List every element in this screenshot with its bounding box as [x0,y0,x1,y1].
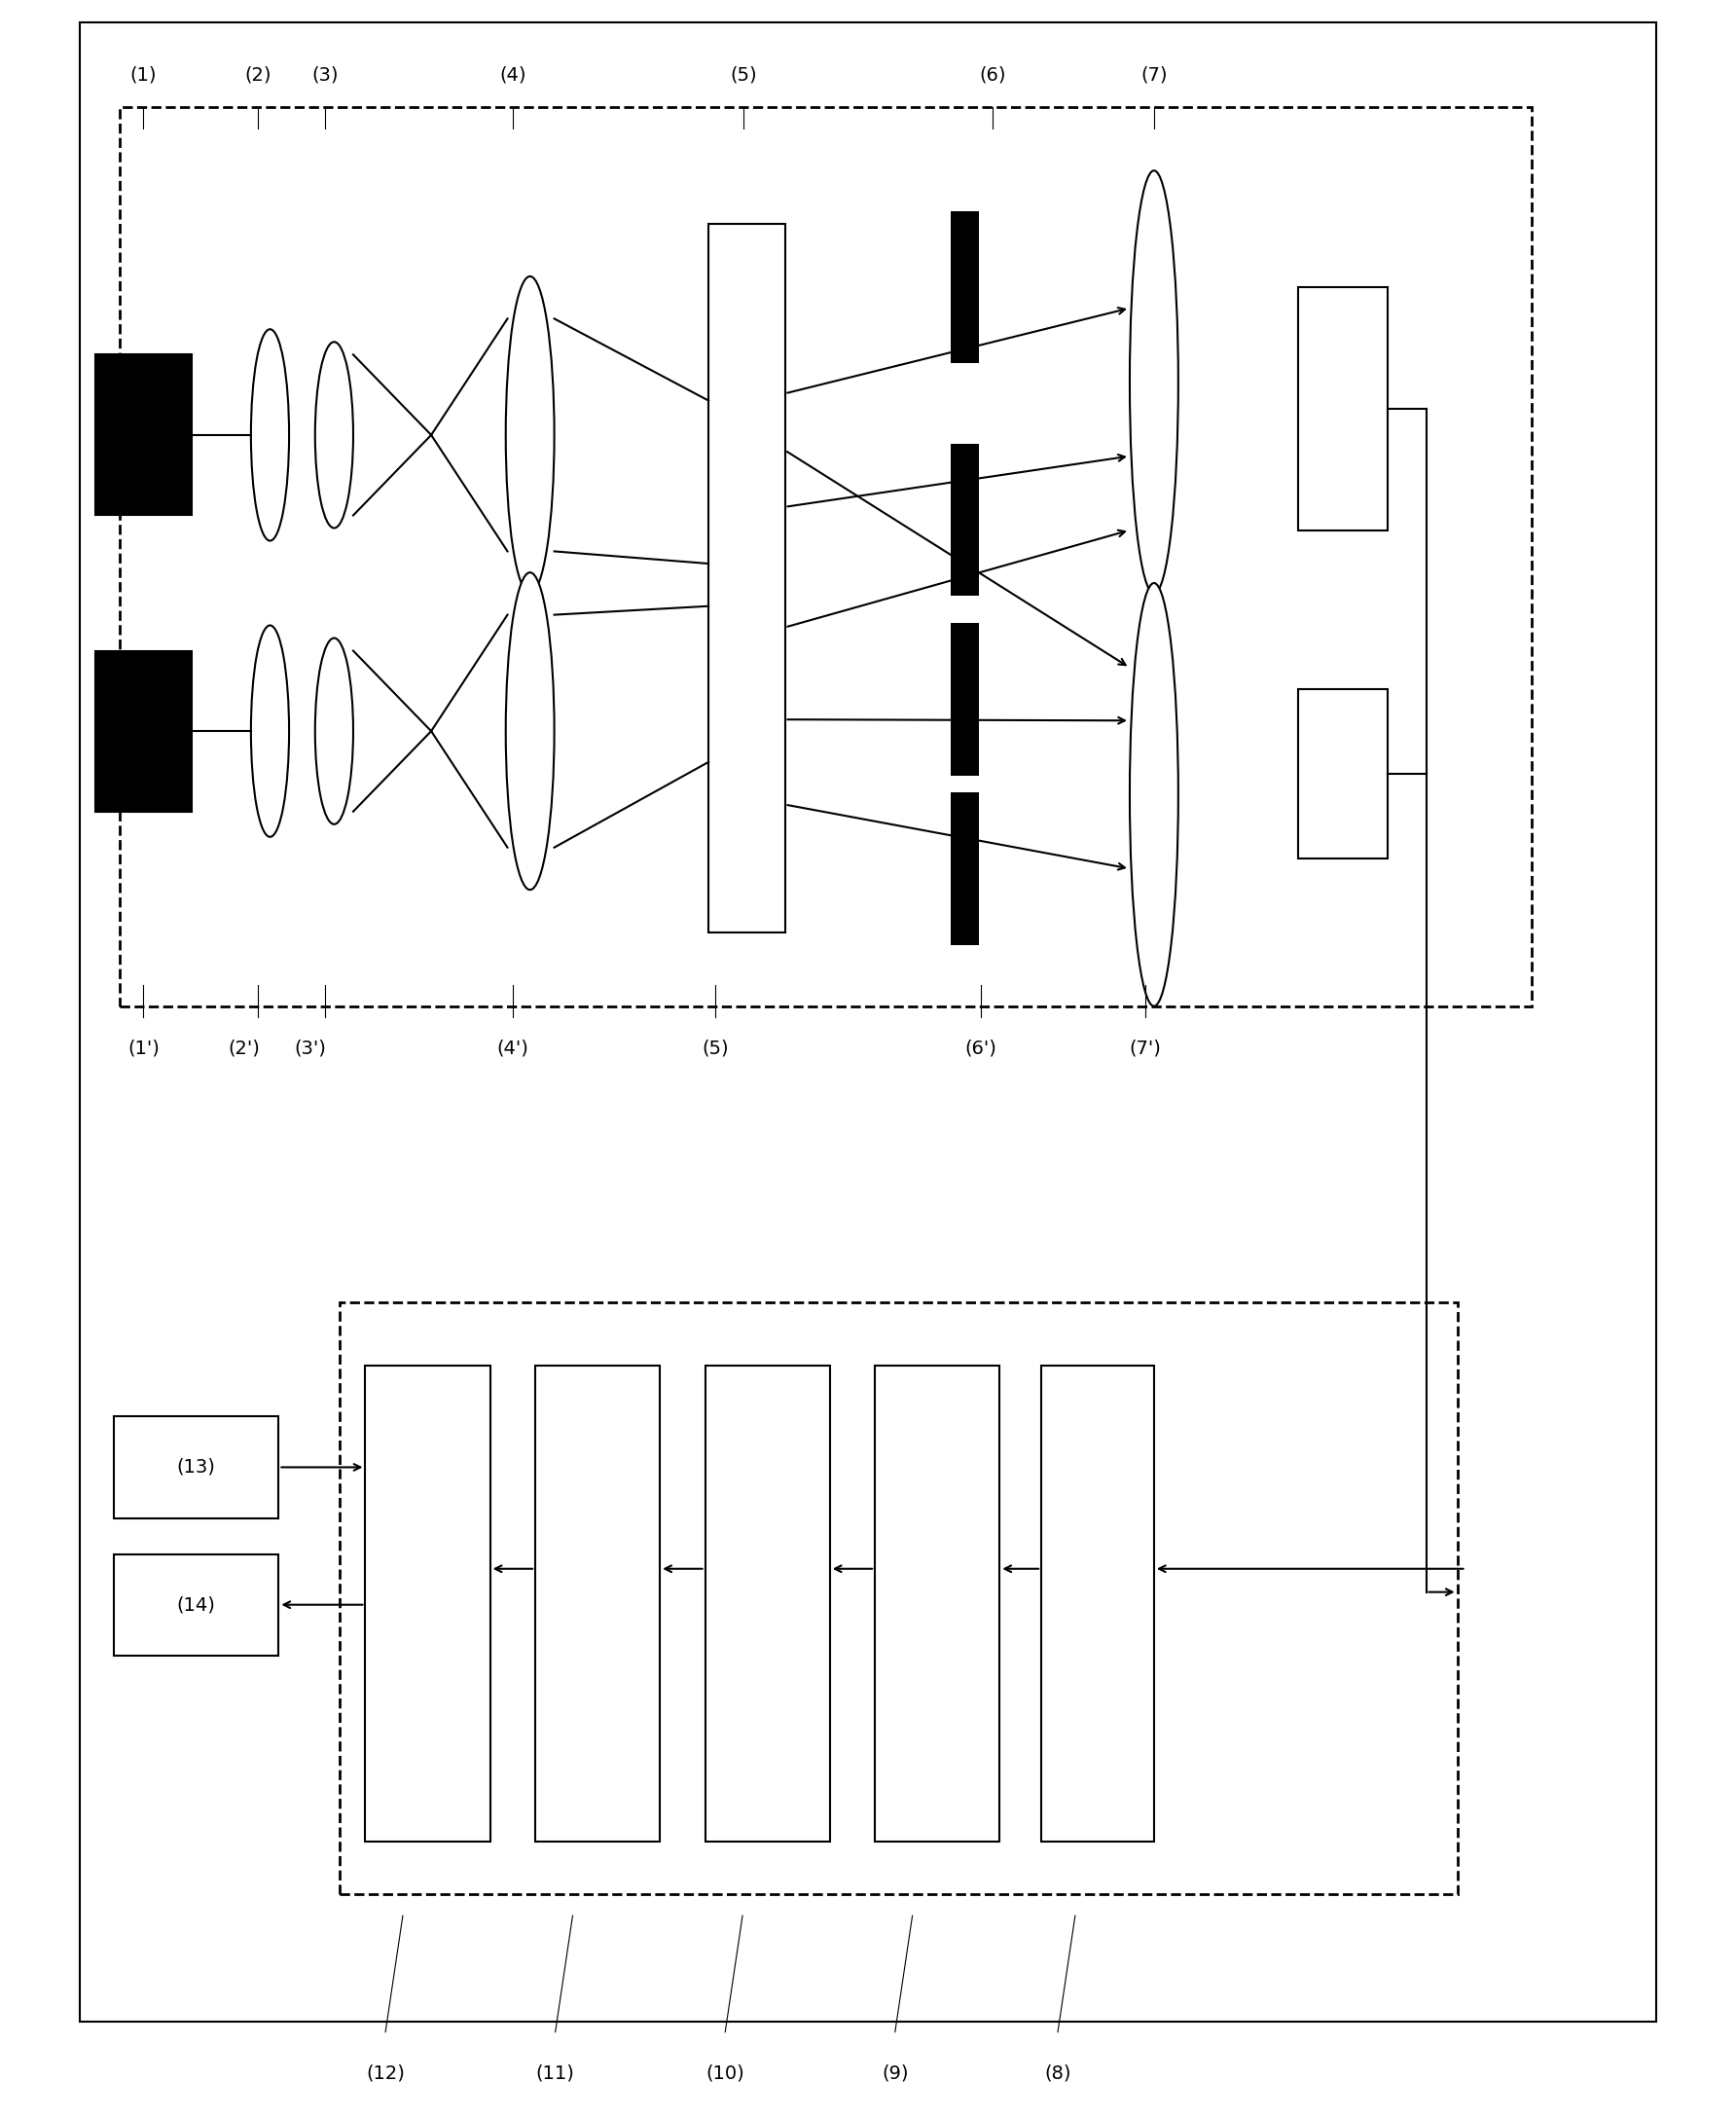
Text: (1): (1) [130,66,156,85]
Bar [365,1366,490,1843]
Text: (12): (12) [366,2063,404,2082]
Text: (3'): (3') [293,1040,326,1057]
Text: (8): (8) [1045,2063,1071,2082]
Text: (6): (6) [979,66,1007,85]
Text: (14): (14) [177,1595,215,1614]
Bar [120,108,1531,1006]
Ellipse shape [314,638,352,824]
Text: (9): (9) [882,2063,908,2082]
Text: (3): (3) [312,66,339,85]
Ellipse shape [505,275,554,593]
Text: (4'): (4') [496,1040,529,1057]
Ellipse shape [252,328,290,540]
Bar [1299,286,1389,530]
Text: (7): (7) [1141,66,1167,85]
Bar [95,650,193,811]
Text: (2'): (2') [227,1040,260,1057]
Bar [1299,688,1389,858]
Text: (4): (4) [500,66,526,85]
Text: (5): (5) [701,1040,729,1057]
Text: (1'): (1') [127,1040,160,1057]
Text: (5): (5) [729,66,757,85]
Bar [95,354,193,515]
Text: (6'): (6') [965,1040,996,1057]
Bar [951,792,979,945]
Ellipse shape [252,625,290,837]
Bar [951,623,979,775]
Ellipse shape [1130,582,1179,1006]
Bar [875,1366,1000,1843]
Bar [535,1366,660,1843]
Text: (13): (13) [177,1457,215,1476]
Ellipse shape [314,341,352,527]
Bar [708,225,785,932]
Ellipse shape [1130,172,1179,593]
Bar [705,1366,830,1843]
Bar [1042,1366,1154,1843]
Ellipse shape [505,572,554,890]
Bar [951,212,979,362]
Bar [115,1555,279,1656]
Text: (11): (11) [536,2063,575,2082]
Bar [951,443,979,595]
Bar [339,1303,1457,1893]
Text: (10): (10) [707,2063,745,2082]
Text: (7'): (7') [1130,1040,1161,1057]
Text: (2): (2) [245,66,271,85]
Bar [115,1417,279,1519]
